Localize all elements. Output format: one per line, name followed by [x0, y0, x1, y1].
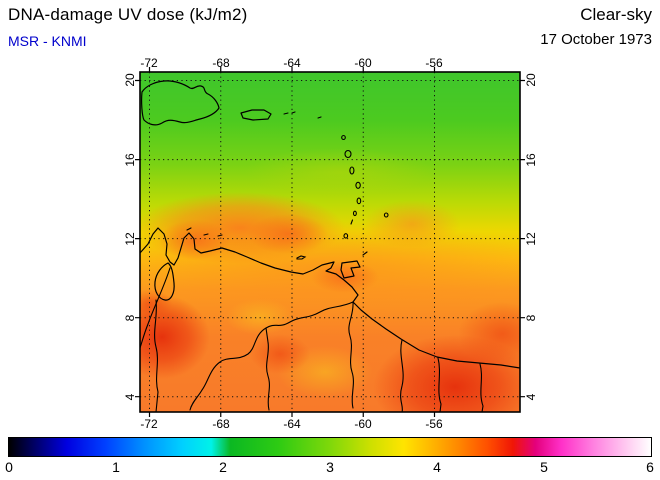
- lon-tick-label-bottom: -72: [140, 417, 158, 431]
- map-date: 17 October 1973: [540, 31, 652, 48]
- colorbar-tick-label: 5: [540, 459, 548, 475]
- lon-tick-label-bottom: -64: [283, 417, 301, 431]
- river-border-lines: [140, 267, 484, 412]
- map-frame: [139, 71, 521, 413]
- colorbar-tick-label: 0: [5, 459, 13, 475]
- axis-ticks: [135, 67, 525, 417]
- island-outlines: [186, 111, 389, 260]
- map-source: MSR - KNMI: [8, 33, 87, 49]
- sky-condition: Clear-sky: [580, 5, 652, 24]
- colorbar-gradient: [8, 437, 652, 457]
- colorbar-tick-label: 1: [112, 459, 120, 475]
- coastline-outlines: [140, 80, 520, 369]
- lon-tick-label-bottom: -68: [212, 417, 230, 431]
- lon-tick-label-top: -72: [140, 56, 158, 70]
- lon-tick-label-top: -56: [425, 56, 443, 70]
- lon-tick-label-top: -60: [354, 56, 372, 70]
- colorbar-tick-label: 4: [433, 459, 441, 475]
- lon-tick-label-top: -64: [283, 56, 301, 70]
- colorbar-tick-label: 3: [326, 459, 334, 475]
- map-canvas: [135, 67, 525, 417]
- map-panel: [132, 64, 528, 420]
- page-title: DNA-damage UV dose (kJ/m2): [8, 5, 248, 24]
- lon-tick-label-bottom: -60: [354, 417, 372, 431]
- lon-tick-label-bottom: -56: [425, 417, 443, 431]
- lon-tick-label-top: -68: [212, 56, 230, 70]
- header-right: Clear-sky 17 October 1973: [540, 5, 652, 48]
- uv-dose-heatmap-layer: [140, 72, 520, 412]
- header-left: DNA-damage UV dose (kJ/m2) MSR - KNMI: [8, 5, 248, 49]
- colorbar-tick-label: 6: [646, 459, 654, 475]
- colorbar-tick-label: 2: [219, 459, 227, 475]
